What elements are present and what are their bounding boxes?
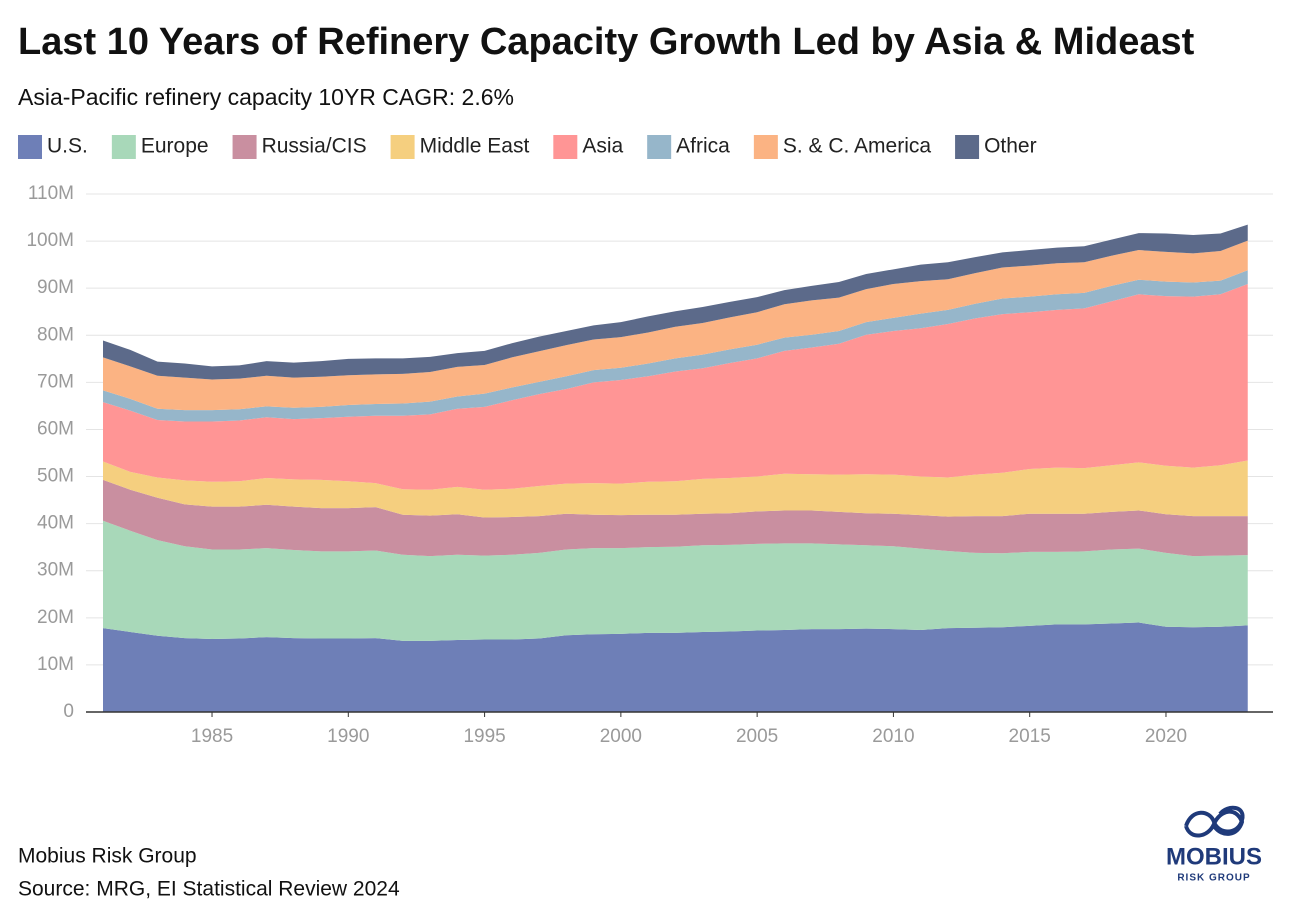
legend-swatch	[753, 135, 778, 159]
legend-swatch	[18, 135, 42, 159]
y-tick-label: 30M	[37, 560, 74, 581]
legend-label: Other	[984, 135, 1037, 158]
area	[103, 270, 1248, 422]
x-tick-label: 2015	[1009, 726, 1051, 747]
axes: 0 10M 20M 30M 40M 50M 60M 70M 80M 90M 100M 110M 1985…	[26, 183, 1187, 747]
y-tick-label: 10M	[37, 654, 74, 675]
legend-swatch	[553, 135, 578, 159]
area	[103, 283, 1248, 490]
chart-title: Last 10 Years of Refinery Capacity Growt…	[18, 21, 1195, 63]
logo-tagline: RISK GROUP	[1177, 873, 1250, 884]
legend-label: Russia/CIS	[262, 135, 367, 158]
x-tick-label: 2010	[872, 726, 914, 747]
plot-area	[103, 224, 1248, 712]
legend: U.S. Europe Russia/CIS Middle East Asia Afric…	[18, 135, 1037, 159]
legend-label: Africa	[676, 135, 730, 158]
area	[103, 479, 1248, 557]
logo: MOBIUS RISK GROUP	[1166, 805, 1262, 884]
x-tick-label: 2020	[1145, 726, 1187, 747]
y-tick-label: 80M	[37, 324, 74, 345]
legend-label: Middle East	[420, 135, 530, 158]
legend-swatch	[955, 135, 980, 159]
y-tick-label: 40M	[37, 513, 74, 534]
x-tick-label: 1990	[327, 726, 369, 747]
x-tick-label: 2000	[600, 726, 642, 747]
legend-label: Europe	[141, 135, 209, 158]
legend-label: S. & C. America	[783, 135, 932, 158]
y-tick-label: 0	[63, 701, 74, 722]
legend-label: U.S.	[47, 135, 88, 158]
logo-name: MOBIUS	[1166, 843, 1262, 870]
footer-company: Mobius Risk Group	[18, 845, 197, 868]
area	[103, 460, 1248, 518]
footer-source: Source: MRG, EI Statistical Review 2024	[18, 878, 400, 901]
y-tick-label: 20M	[37, 607, 74, 628]
y-tick-label: 70M	[37, 371, 74, 392]
y-tick-label: 110M	[28, 183, 74, 204]
legend-swatch	[647, 135, 672, 159]
area	[103, 622, 1248, 712]
y-tick-label: 60M	[37, 418, 74, 439]
logo-icon	[1184, 805, 1245, 838]
legend-label: Asia	[582, 135, 623, 158]
y-tick-label: 100M	[26, 230, 74, 251]
chart-subtitle: Asia-Pacific refinery capacity 10YR CAGR…	[18, 84, 514, 110]
legend-swatch	[111, 135, 136, 159]
area	[103, 240, 1248, 411]
area	[103, 224, 1248, 380]
x-tick-label: 2005	[736, 726, 778, 747]
y-tick-label: 50M	[37, 466, 74, 487]
legend-swatch	[232, 135, 257, 159]
legend-swatch	[390, 135, 415, 159]
x-tick-label: 1985	[191, 726, 233, 747]
area	[103, 520, 1248, 641]
x-tick-label: 1995	[463, 726, 505, 747]
y-tick-label: 90M	[37, 277, 74, 298]
